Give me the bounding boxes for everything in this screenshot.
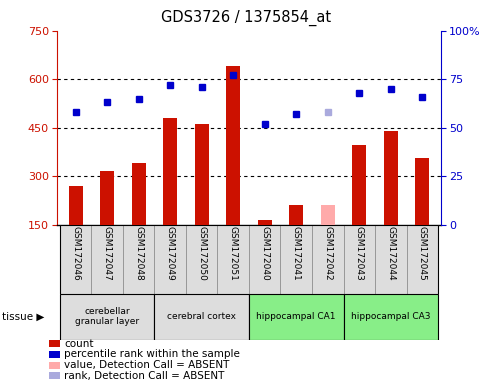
Bar (69, 186, 83, 225)
Bar (289, 205, 303, 225)
Bar (312, 225, 344, 294)
Text: GSM172040: GSM172040 (260, 226, 269, 281)
Text: GSM172049: GSM172049 (166, 226, 175, 281)
Bar (344, 294, 438, 340)
Text: value, Detection Call = ABSENT: value, Detection Call = ABSENT (64, 360, 229, 370)
Bar (195, 124, 209, 225)
Bar (352, 146, 366, 225)
Text: rank, Detection Call = ABSENT: rank, Detection Call = ABSENT (64, 371, 224, 381)
Bar (132, 163, 146, 225)
Bar (60, 294, 154, 340)
Bar (407, 225, 438, 294)
Text: GSM172041: GSM172041 (292, 226, 301, 281)
Bar (91, 225, 123, 294)
Bar (123, 225, 154, 294)
Text: GSM172047: GSM172047 (103, 226, 111, 281)
Bar (258, 220, 272, 225)
Bar (375, 225, 407, 294)
Text: hippocampal CA3: hippocampal CA3 (351, 312, 430, 321)
Bar (163, 118, 177, 225)
Text: cerebral cortex: cerebral cortex (167, 312, 236, 321)
Bar (154, 225, 186, 294)
Bar (281, 225, 312, 294)
Text: percentile rank within the sample: percentile rank within the sample (64, 349, 240, 359)
Bar (249, 294, 344, 340)
Text: GSM172051: GSM172051 (229, 226, 238, 281)
Text: GSM172050: GSM172050 (197, 226, 206, 281)
Text: GDS3726 / 1375854_at: GDS3726 / 1375854_at (161, 10, 332, 26)
Text: GSM172046: GSM172046 (71, 226, 80, 281)
Text: GSM172043: GSM172043 (355, 226, 364, 281)
Text: GSM172044: GSM172044 (387, 226, 395, 281)
Bar (226, 66, 240, 225)
Text: tissue ▶: tissue ▶ (2, 312, 45, 322)
Text: hippocampal CA1: hippocampal CA1 (256, 312, 336, 321)
Text: cerebellar
granular layer: cerebellar granular layer (75, 307, 139, 326)
Text: count: count (64, 339, 94, 349)
Text: GSM172048: GSM172048 (134, 226, 143, 281)
Text: GSM172042: GSM172042 (323, 226, 332, 281)
Bar (384, 131, 398, 225)
Bar (320, 205, 335, 225)
Bar (60, 225, 91, 294)
Text: GSM172045: GSM172045 (418, 226, 427, 281)
Bar (249, 225, 281, 294)
Bar (154, 294, 249, 340)
Bar (415, 158, 429, 225)
Bar (186, 225, 217, 294)
Bar (217, 225, 249, 294)
Bar (100, 171, 114, 225)
Bar (344, 225, 375, 294)
